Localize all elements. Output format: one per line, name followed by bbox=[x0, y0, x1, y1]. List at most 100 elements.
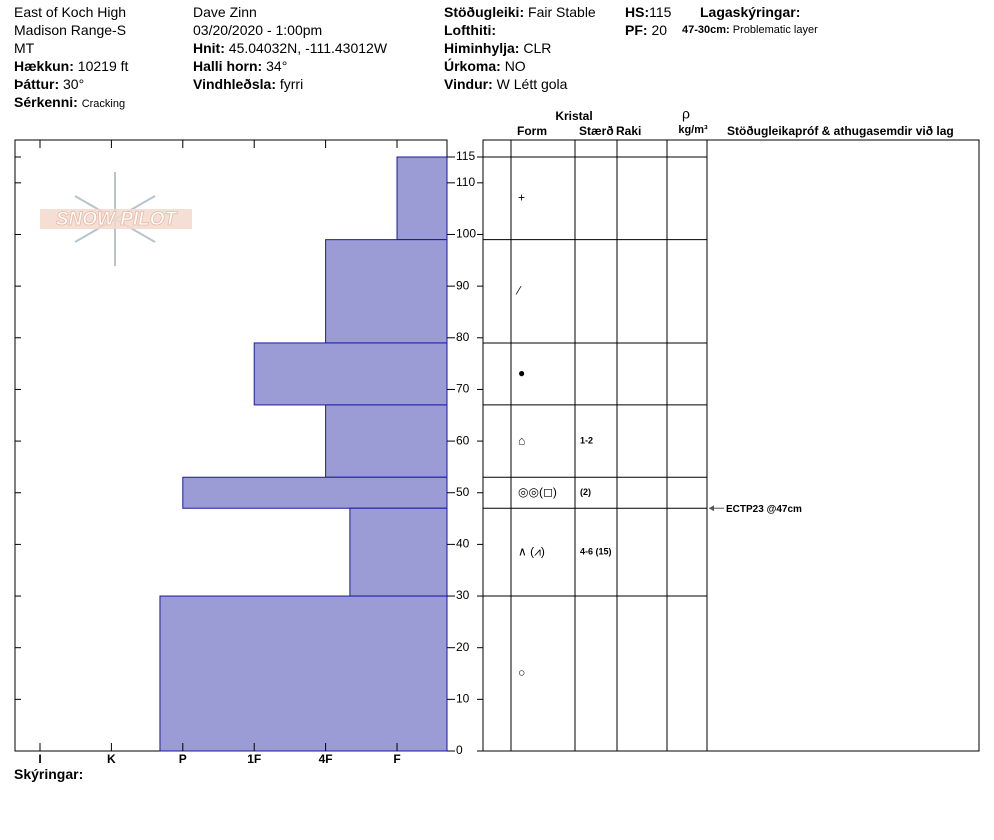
test-arrowhead bbox=[709, 505, 714, 512]
layer-notes-title: Lagaskýringar: bbox=[700, 4, 800, 20]
datetime: 03/20/2020 - 1:00pm bbox=[193, 22, 323, 38]
value: NO bbox=[504, 58, 526, 74]
label: Stöðugleiki: bbox=[444, 4, 525, 20]
label: Vindur: bbox=[444, 76, 493, 92]
value: Problematic layer bbox=[732, 24, 818, 36]
field: Lofthiti: bbox=[444, 22, 496, 38]
value: 20 bbox=[651, 22, 668, 38]
value: 10219 ft bbox=[77, 58, 129, 74]
label: Halli horn: bbox=[193, 58, 263, 74]
value: 30° bbox=[63, 76, 85, 92]
grain-form: ◎◎(◻) bbox=[518, 485, 557, 499]
header-cell: Kristal bbox=[555, 109, 592, 123]
logo-text: SNOW PILOT bbox=[56, 209, 178, 230]
table-columns bbox=[510, 140, 708, 751]
y-tick-label: 110 bbox=[456, 175, 475, 189]
grain-form: ● bbox=[518, 366, 525, 380]
field: Hnit: 45.04032N, -111.43012W bbox=[193, 40, 387, 56]
grain-form: + bbox=[518, 190, 525, 204]
label: Hækkun: bbox=[14, 58, 74, 74]
location: Madison Range-S bbox=[14, 22, 127, 38]
header-cell: Raki bbox=[616, 124, 641, 138]
field: Úrkoma: NO bbox=[444, 58, 526, 74]
layer-note: 47-30cm: Problematic layer bbox=[682, 24, 818, 36]
field: Þáttur: 30° bbox=[14, 76, 84, 92]
grain-size: (2) bbox=[580, 487, 591, 497]
y-tick-label: 70 bbox=[456, 382, 470, 396]
label: Hnit: bbox=[193, 40, 225, 56]
label: PF: bbox=[625, 22, 648, 38]
header-cell: kg/m³ bbox=[678, 124, 708, 136]
value: 34° bbox=[266, 58, 288, 74]
observer: Dave Zinn bbox=[193, 4, 257, 20]
notes-label: Skýringar: bbox=[14, 766, 83, 782]
location: East of Koch High bbox=[14, 4, 127, 20]
label: Himinhylja: bbox=[444, 40, 520, 56]
label: Vindhleðsla: bbox=[193, 76, 276, 92]
field: HS:115 bbox=[625, 4, 671, 20]
value: W Létt gola bbox=[496, 76, 568, 92]
table-frame bbox=[482, 139, 980, 752]
label: Lagaskýringar: bbox=[700, 4, 801, 20]
y-tick-label: 60 bbox=[456, 433, 470, 447]
grain-form: ∧ (⩘) bbox=[518, 544, 545, 558]
hardness-bar bbox=[253, 342, 448, 406]
location: MT bbox=[14, 40, 35, 56]
header-cell: Stærð bbox=[579, 124, 614, 138]
label: Lofthiti: bbox=[444, 22, 497, 38]
y-tick-label: 0 bbox=[456, 743, 463, 757]
grain-form: ○ bbox=[518, 666, 525, 680]
field: Vindur: W Létt gola bbox=[444, 76, 567, 92]
hardness-bar bbox=[325, 239, 448, 344]
value: fyrri bbox=[279, 76, 304, 92]
value: Cracking bbox=[81, 98, 126, 110]
value: Fair Stable bbox=[528, 4, 596, 20]
value: CLR bbox=[523, 40, 552, 56]
field: Himinhylja: CLR bbox=[444, 40, 551, 56]
y-tick-label: 30 bbox=[456, 588, 470, 602]
header-cell: Form bbox=[517, 124, 547, 138]
test-label: ECTP23 @47cm bbox=[726, 504, 802, 515]
field: Vindhleðsla: fyrri bbox=[193, 76, 303, 92]
hardness-bar bbox=[349, 507, 448, 597]
y-tick-label: 80 bbox=[456, 330, 470, 344]
label: HS: bbox=[625, 4, 650, 20]
label: Úrkoma: bbox=[444, 58, 501, 74]
field: Halli horn: 34° bbox=[193, 58, 287, 74]
y-tick-label: 90 bbox=[456, 278, 470, 292]
hardness-bar bbox=[159, 595, 448, 752]
value: 115 bbox=[649, 4, 672, 20]
grain-form: ⁄ bbox=[515, 283, 522, 297]
y-tick-label: 50 bbox=[456, 485, 470, 499]
hardness-bar bbox=[325, 404, 448, 478]
y-tick-label: 100 bbox=[456, 227, 476, 241]
x-tick-label: 4F bbox=[319, 752, 333, 766]
label: 47-30cm: bbox=[682, 24, 730, 36]
grain-form: ⌂ bbox=[518, 433, 525, 447]
field: Stöðugleiki: Fair Stable bbox=[444, 4, 596, 20]
label: Sérkenni: bbox=[14, 94, 78, 110]
y-tick-label: 40 bbox=[456, 537, 470, 551]
hardness-bar bbox=[182, 476, 448, 509]
y-tick-label: 20 bbox=[456, 640, 470, 654]
table-header: Kristal Form Stærð Raki ρ kg/m³ Stöðugle… bbox=[517, 106, 954, 138]
x-tick-label: I bbox=[38, 752, 41, 766]
y-tick-label: 115 bbox=[456, 149, 475, 163]
value: 45.04032N, -111.43012W bbox=[228, 40, 388, 56]
hardness-bar bbox=[396, 156, 448, 241]
logo-band bbox=[40, 209, 192, 229]
x-tick-label: K bbox=[107, 752, 116, 766]
grain-size: 4-6 (15) bbox=[580, 547, 612, 557]
label: Skýringar: bbox=[14, 766, 84, 782]
field: Sérkenni: Cracking bbox=[14, 94, 125, 110]
header-cell: Stöðugleikapróf & athugasemdir við lag bbox=[727, 124, 954, 138]
field: Hækkun: 10219 ft bbox=[14, 58, 128, 74]
grain-size: 1-2 bbox=[580, 435, 593, 445]
x-tick-label: 1F bbox=[247, 752, 261, 766]
header-cell: ρ bbox=[682, 106, 690, 122]
y-tick-label: 10 bbox=[456, 692, 470, 706]
x-tick-label: F bbox=[393, 752, 400, 766]
field: PF: 20 bbox=[625, 22, 667, 38]
